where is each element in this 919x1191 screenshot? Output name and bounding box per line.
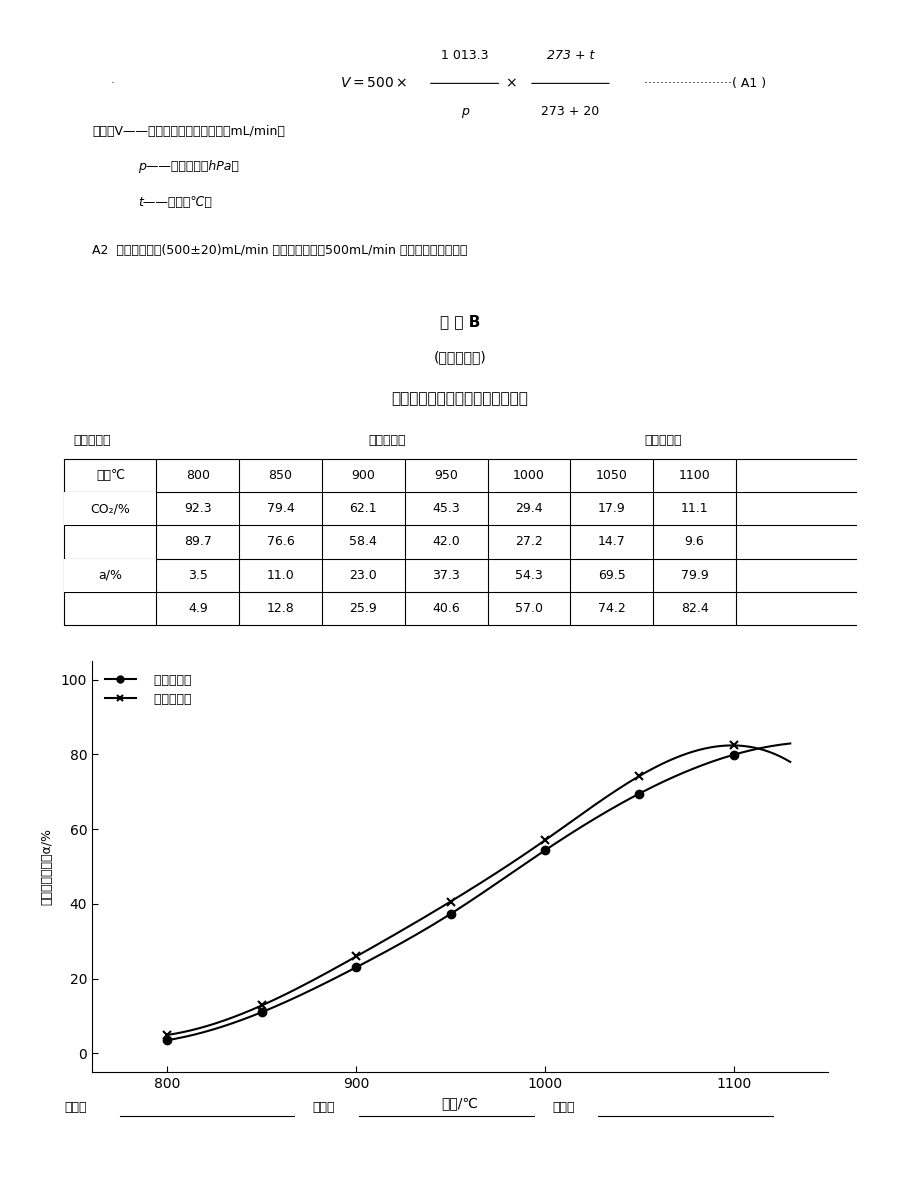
- Text: 89.7: 89.7: [184, 536, 211, 548]
- Text: ·: ·: [110, 77, 114, 89]
- Text: p: p: [460, 105, 468, 118]
- Text: 温度℃: 温度℃: [96, 469, 125, 481]
- Y-axis label: 二氧化碳还原率α/%: 二氧化碳还原率α/%: [40, 828, 53, 905]
- Text: 37.3: 37.3: [432, 569, 460, 581]
- Text: 69.5: 69.5: [597, 569, 625, 581]
- Text: 76.6: 76.6: [267, 536, 294, 548]
- Text: 79.4: 79.4: [267, 503, 294, 515]
- Text: 82.4: 82.4: [680, 603, 708, 615]
- Text: t——室温，℃。: t——室温，℃。: [138, 197, 211, 208]
- Text: 79.9: 79.9: [680, 569, 708, 581]
- Text: 式中：V——需通入的二氧化碳流量，mL/min；: 式中：V——需通入的二氧化碳流量，mL/min；: [92, 125, 285, 137]
- Text: A2  如果计算値在(500±20)mL/min 范围内，仍可按500mL/min 的流量通二氧化碳。: A2 如果计算値在(500±20)mL/min 范围内，仍可按500mL/min…: [92, 244, 467, 256]
- Text: 25.9: 25.9: [349, 603, 377, 615]
- Text: 11.1: 11.1: [680, 503, 708, 515]
- Text: 27.2: 27.2: [515, 536, 542, 548]
- Text: 40.6: 40.6: [432, 603, 460, 615]
- Text: 11.0: 11.0: [267, 569, 294, 581]
- Text: 9.6: 9.6: [684, 536, 704, 548]
- Text: 273 + t: 273 + t: [546, 49, 594, 62]
- Text: 23.0: 23.0: [349, 569, 377, 581]
- Text: 92.3: 92.3: [184, 503, 211, 515]
- Text: 54.3: 54.3: [515, 569, 542, 581]
- X-axis label: 温度/℃: 温度/℃: [441, 1097, 478, 1110]
- Bar: [64, 492, 156, 525]
- Text: 45.3: 45.3: [432, 503, 460, 515]
- Text: a/%: a/%: [98, 569, 122, 581]
- Text: 273 + 20: 273 + 20: [540, 105, 599, 118]
- Text: 审核：: 审核：: [312, 1102, 335, 1114]
- Text: CO₂/%: CO₂/%: [90, 503, 130, 515]
- Text: $V = 500 \times$: $V = 500 \times$: [340, 76, 407, 91]
- Text: 950: 950: [434, 469, 458, 481]
- Text: 1050: 1050: [596, 469, 627, 481]
- Text: $\times$: $\times$: [505, 76, 516, 91]
- Text: 850: 850: [268, 469, 292, 481]
- Text: 74.2: 74.2: [597, 603, 625, 615]
- Text: ······················( A1 ): ······················( A1 ): [643, 77, 766, 89]
- Text: CO₂/%: CO₂/%: [90, 503, 130, 515]
- Text: 58.4: 58.4: [349, 536, 377, 548]
- Bar: [64, 559, 156, 592]
- Text: 12.8: 12.8: [267, 603, 294, 615]
- Text: 29.4: 29.4: [515, 503, 542, 515]
- Text: 17.9: 17.9: [597, 503, 625, 515]
- Text: p——大气压力，hPa；: p——大气压力，hPa；: [138, 161, 239, 173]
- Text: 900: 900: [351, 469, 375, 481]
- Text: 1100: 1100: [678, 469, 709, 481]
- Text: 附 录 B: 附 录 B: [439, 314, 480, 329]
- Text: 测定日期：: 测定日期：: [643, 435, 681, 447]
- Text: 来样编号：: 来样编号：: [368, 435, 405, 447]
- Text: 62.1: 62.1: [349, 503, 377, 515]
- Text: 3.5: 3.5: [187, 569, 208, 581]
- Text: 批准：: 批准：: [551, 1102, 573, 1114]
- Text: 42.0: 42.0: [432, 536, 460, 548]
- Text: 57.0: 57.0: [515, 603, 542, 615]
- Text: 1000: 1000: [513, 469, 544, 481]
- Text: 试样编号：: 试样编号：: [74, 435, 111, 447]
- Text: (提示的附录): (提示的附录): [433, 350, 486, 364]
- Legend:   第一次测定,   第二次测定: 第一次测定, 第二次测定: [98, 667, 198, 712]
- Text: 800: 800: [186, 469, 210, 481]
- Text: 测定：: 测定：: [64, 1102, 86, 1114]
- Text: 1 013.3: 1 013.3: [440, 49, 488, 62]
- Text: 4.9: 4.9: [187, 603, 208, 615]
- Text: 14.7: 14.7: [597, 536, 625, 548]
- Text: 二氧化碳反应性测定报告（示例）: 二氧化碳反应性测定报告（示例）: [391, 392, 528, 406]
